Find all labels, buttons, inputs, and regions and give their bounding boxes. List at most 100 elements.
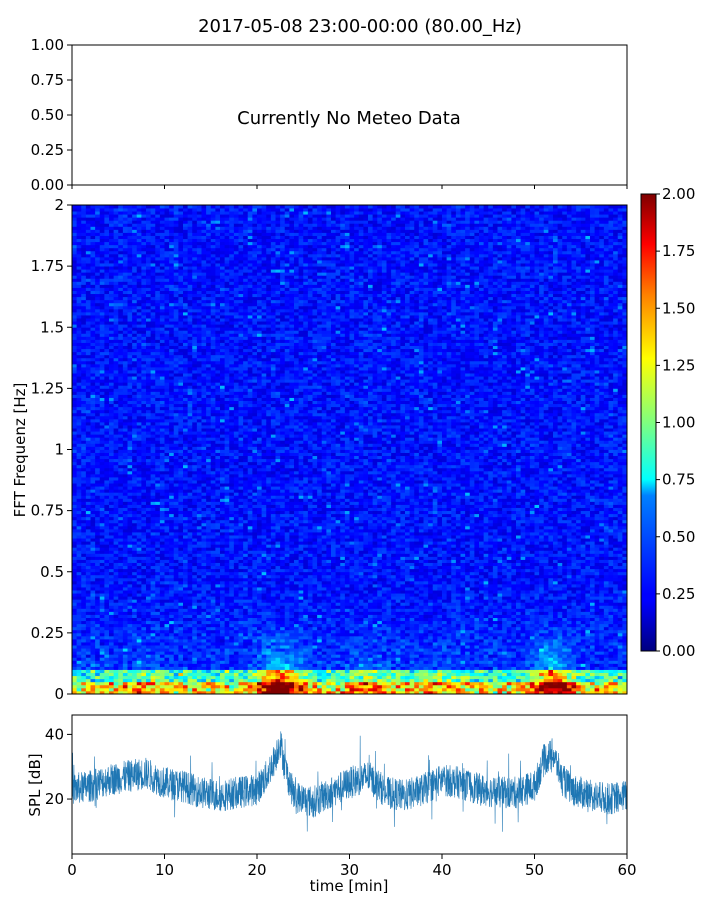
heatmap-cell [169, 623, 175, 628]
heatmap-cell [206, 333, 212, 337]
heatmap-cell [159, 513, 165, 518]
heatmap-cell [173, 394, 179, 398]
heatmap-cell [141, 226, 147, 230]
heatmap-cell [90, 480, 96, 484]
heatmap-cell [141, 397, 147, 401]
heatmap-cell [159, 556, 165, 560]
heatmap-cell [159, 440, 165, 444]
heatmap-cell [136, 681, 142, 686]
heatmap-cell [187, 681, 193, 686]
heatmap-cell [122, 538, 128, 542]
heatmap-cell [109, 247, 115, 252]
heatmap-cell [141, 538, 147, 542]
heatmap-cell [146, 629, 152, 634]
heatmap-cell [164, 593, 170, 597]
heatmap-cell [109, 217, 115, 221]
heatmap-cell [183, 660, 189, 664]
heatmap-cell [206, 348, 212, 353]
heatmap-cell [136, 421, 142, 426]
heatmap-cell [178, 296, 184, 301]
heatmap-cell [201, 489, 207, 493]
heatmap-cell [95, 431, 101, 435]
heatmap-cell [118, 577, 124, 582]
heatmap-cell [72, 394, 78, 398]
heatmap-cell [192, 244, 198, 249]
heatmap-cell [169, 458, 175, 463]
heatmap-cell [113, 434, 119, 438]
heatmap-cell [127, 418, 133, 423]
heatmap-cell [76, 455, 82, 460]
heatmap-cell [169, 535, 175, 539]
heatmap-cell [201, 678, 207, 683]
heatmap-cell [104, 296, 110, 301]
heatmap-cell [132, 553, 138, 557]
heatmap-cell [95, 635, 101, 640]
heatmap-cell [159, 318, 165, 322]
heatmap-cell [127, 556, 133, 560]
heatmap-cell [76, 281, 82, 285]
heatmap-cell [159, 489, 165, 493]
heatmap-cell [169, 376, 175, 380]
heatmap-cell [150, 311, 156, 316]
heatmap-cell [81, 486, 87, 490]
heatmap-cell [99, 311, 105, 316]
heatmap-cell [183, 608, 189, 612]
heatmap-cell [109, 638, 115, 643]
heatmap-cell [210, 308, 216, 313]
heatmap-cell [122, 480, 128, 484]
heatmap-cell [118, 528, 124, 533]
heatmap-cell [109, 263, 115, 267]
heatmap-cell [76, 672, 82, 677]
heatmap-cell [150, 373, 156, 377]
heatmap-cell [146, 602, 152, 606]
heatmap-cell [81, 382, 87, 386]
heatmap-cell [150, 541, 156, 545]
heatmap-cell [127, 391, 133, 395]
heatmap-cell [146, 247, 152, 252]
heatmap-cell [173, 431, 179, 435]
heatmap-cell [206, 238, 212, 243]
heatmap-cell [85, 370, 91, 374]
spectrogram-heatmap [72, 205, 627, 694]
heatmap-cell [127, 574, 133, 579]
heatmap-cell [173, 250, 179, 255]
heatmap-cell [196, 333, 202, 337]
heatmap-cell [127, 632, 133, 637]
heatmap-cell [141, 535, 147, 539]
heatmap-cell [132, 577, 138, 582]
heatmap-cell [109, 272, 115, 276]
heatmap-cell [206, 370, 212, 374]
heatmap-cell [159, 327, 165, 331]
heatmap-cell [109, 645, 115, 649]
heatmap-cell [99, 690, 105, 694]
heatmap-cell [76, 583, 82, 588]
heatmap-cell [104, 528, 110, 533]
heatmap-cell [118, 596, 124, 600]
heatmap-cell [169, 394, 175, 398]
heatmap-cell [95, 486, 101, 490]
heatmap-cell [109, 431, 115, 435]
heatmap-cell [178, 470, 184, 475]
heatmap-cell [178, 388, 184, 392]
heatmap-cell [187, 241, 193, 246]
heatmap-cell [159, 409, 165, 414]
heatmap-cell [113, 428, 119, 432]
heatmap-cell [136, 678, 142, 683]
heatmap-cell [201, 617, 207, 622]
heatmap-cell [146, 620, 152, 625]
heatmap-cell [169, 651, 175, 655]
heatmap-cell [178, 611, 184, 615]
heatmap-cell [183, 629, 189, 634]
heatmap-cell [109, 409, 115, 414]
heatmap-cell [85, 638, 91, 643]
heatmap-cell [183, 648, 189, 652]
heatmap-cell [127, 681, 133, 686]
heatmap-cell [146, 269, 152, 273]
heatmap-cell [109, 311, 115, 316]
heatmap-cell [109, 562, 115, 567]
heatmap-cell [132, 229, 138, 233]
heatmap-cell [201, 211, 207, 215]
heatmap-cell [109, 418, 115, 423]
heatmap-cell [169, 599, 175, 603]
heatmap-cell [127, 684, 133, 689]
